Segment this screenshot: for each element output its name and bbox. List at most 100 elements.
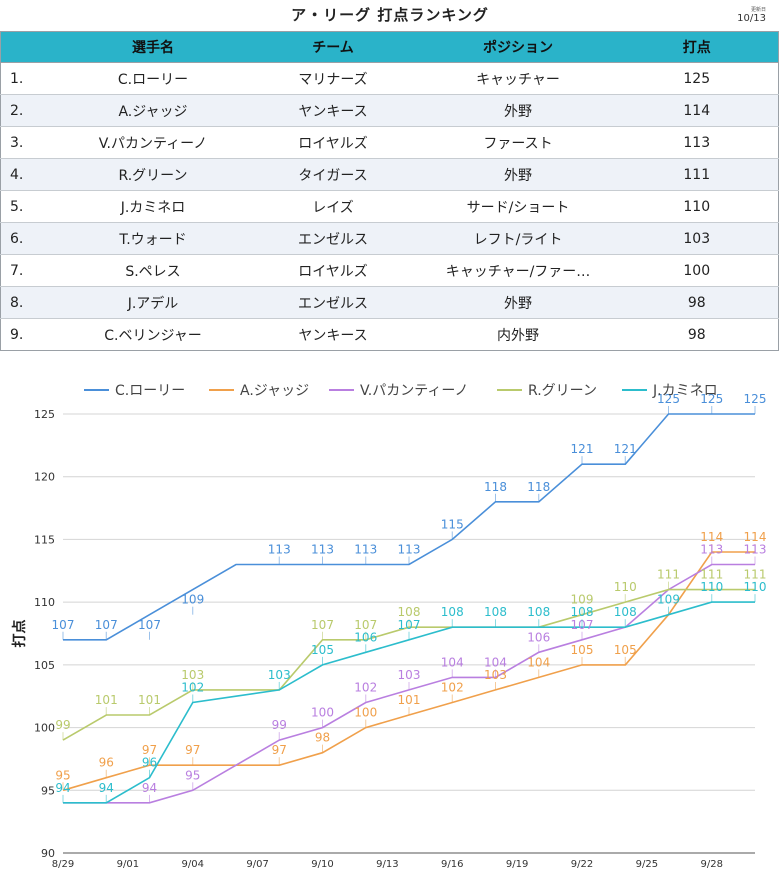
- data-label: 114: [744, 530, 767, 544]
- position-cell: 外野: [420, 94, 616, 127]
- data-label: 107: [95, 618, 118, 632]
- rank-cell: 1.: [0, 62, 61, 95]
- y-tick-label: 90: [41, 847, 55, 860]
- rank-cell: 5.: [0, 190, 61, 223]
- y-tick-label: 115: [34, 533, 55, 546]
- table-row: 3. V.パカンティーノ ロイヤルズ ファースト 113: [0, 126, 779, 159]
- data-label: 109: [181, 593, 204, 607]
- data-label: 107: [398, 618, 421, 632]
- data-label: 100: [311, 706, 334, 720]
- position-cell: キャッチャー/ファー…: [420, 254, 616, 287]
- data-label: 109: [571, 593, 594, 607]
- data-label: 109: [657, 593, 680, 607]
- data-label: 103: [268, 668, 291, 682]
- rbi-cell: 100: [615, 254, 779, 287]
- data-label: 111: [744, 568, 767, 582]
- x-tick-label: 9/28: [701, 859, 723, 870]
- rbi-cell: 114: [615, 94, 779, 127]
- y-tick-label: 110: [34, 596, 55, 609]
- updated-date: 10/13: [737, 13, 766, 24]
- series-line: [63, 601, 755, 804]
- table-row: 6. T.ウォード エンゼルス レフト/ライト 103: [0, 222, 779, 255]
- data-label: 121: [571, 442, 594, 456]
- data-label: 113: [311, 543, 334, 557]
- data-label: 118: [527, 480, 550, 494]
- player-cell: A.ジャッジ: [60, 94, 246, 127]
- team-cell: タイガース: [245, 158, 421, 191]
- rbi-cell: 98: [615, 286, 779, 319]
- legend-label: R.グリーン: [528, 383, 597, 399]
- data-label: 111: [657, 568, 680, 582]
- column-header-position: ポジション: [420, 31, 616, 63]
- player-cell: S.ペレス: [60, 254, 246, 287]
- rbi-cell: 125: [615, 62, 779, 95]
- x-tick-label: 9/01: [117, 859, 139, 870]
- data-label: 113: [744, 543, 767, 557]
- data-label: 98: [315, 731, 330, 745]
- legend-label: A.ジャッジ: [240, 383, 309, 399]
- rank-cell: 7.: [0, 254, 61, 287]
- player-cell: C.ベリンジャー: [60, 318, 246, 351]
- player-cell: J.カミネロ: [60, 190, 246, 223]
- rank-cell: 9.: [0, 318, 61, 351]
- position-cell: 外野: [420, 286, 616, 319]
- table-header-row: 選手名 チーム ポジション 打点: [0, 31, 779, 63]
- data-label: 114: [700, 530, 723, 544]
- column-header-rbi: 打点: [615, 31, 779, 63]
- y-tick-label: 105: [34, 659, 55, 672]
- data-label: 102: [354, 680, 377, 694]
- data-label: 101: [95, 693, 118, 707]
- position-cell: サード/ショート: [420, 190, 616, 223]
- data-label: 107: [138, 618, 161, 632]
- team-cell: マリナーズ: [245, 62, 421, 95]
- data-label: 97: [185, 743, 200, 757]
- updated-label: 更新日: [750, 7, 766, 13]
- data-label: 105: [614, 643, 637, 657]
- data-label: 113: [700, 543, 723, 557]
- column-header-team: チーム: [245, 31, 421, 63]
- data-label: 125: [657, 392, 680, 406]
- team-cell: ロイヤルズ: [245, 254, 421, 287]
- rbi-cell: 110: [615, 190, 779, 223]
- data-label: 107: [354, 618, 377, 632]
- data-label: 104: [527, 655, 550, 669]
- x-tick-label: 9/07: [246, 859, 268, 870]
- table-row: 2. A.ジャッジ ヤンキース 外野 114: [0, 94, 779, 127]
- data-label: 101: [138, 693, 161, 707]
- data-label: 108: [571, 605, 594, 619]
- data-label: 107: [311, 618, 334, 632]
- rbi-cell: 98: [615, 318, 779, 351]
- data-label: 97: [142, 743, 157, 757]
- data-label: 96: [142, 756, 157, 770]
- column-header-player: 選手名: [60, 31, 246, 63]
- player-cell: T.ウォード: [60, 222, 246, 255]
- data-label: 105: [571, 643, 594, 657]
- rbi-line-chart: 90 95 100 105 110 115 120 125 8/29 9/01 9/04 9/07 9/…: [11, 383, 767, 870]
- data-label: 103: [181, 668, 204, 682]
- data-label: 115: [441, 517, 464, 531]
- rbi-cell: 103: [615, 222, 779, 255]
- updated-info: 更新日 10/13: [737, 8, 766, 24]
- y-tick-label: 95: [41, 784, 55, 797]
- player-cell: V.パカンティーノ: [60, 126, 246, 159]
- position-cell: 内外野: [420, 318, 616, 351]
- data-label: 108: [441, 605, 464, 619]
- x-tick-label: 9/25: [636, 859, 658, 870]
- data-label: 111: [700, 568, 723, 582]
- table-row: 9. C.ベリンジャー ヤンキース 内外野 98: [0, 318, 779, 351]
- table-row: 7. S.ペレス ロイヤルズ キャッチャー/ファー… 100: [0, 254, 779, 287]
- data-label: 108: [527, 605, 550, 619]
- data-label: 110: [700, 580, 723, 594]
- table-row: 8. J.アデル エンゼルス 外野 98: [0, 286, 779, 319]
- x-tick-label: 9/13: [376, 859, 398, 870]
- data-label: 94: [99, 781, 114, 795]
- rank-cell: 3.: [0, 126, 61, 159]
- data-label: 106: [527, 630, 550, 644]
- y-tick-label: 100: [34, 722, 55, 735]
- data-label: 113: [268, 543, 291, 557]
- data-label: 110: [614, 580, 637, 594]
- data-label: 95: [185, 768, 200, 782]
- x-tick-label: 9/19: [506, 859, 528, 870]
- x-tick-label: 9/04: [182, 859, 204, 870]
- rbi-cell: 113: [615, 126, 779, 159]
